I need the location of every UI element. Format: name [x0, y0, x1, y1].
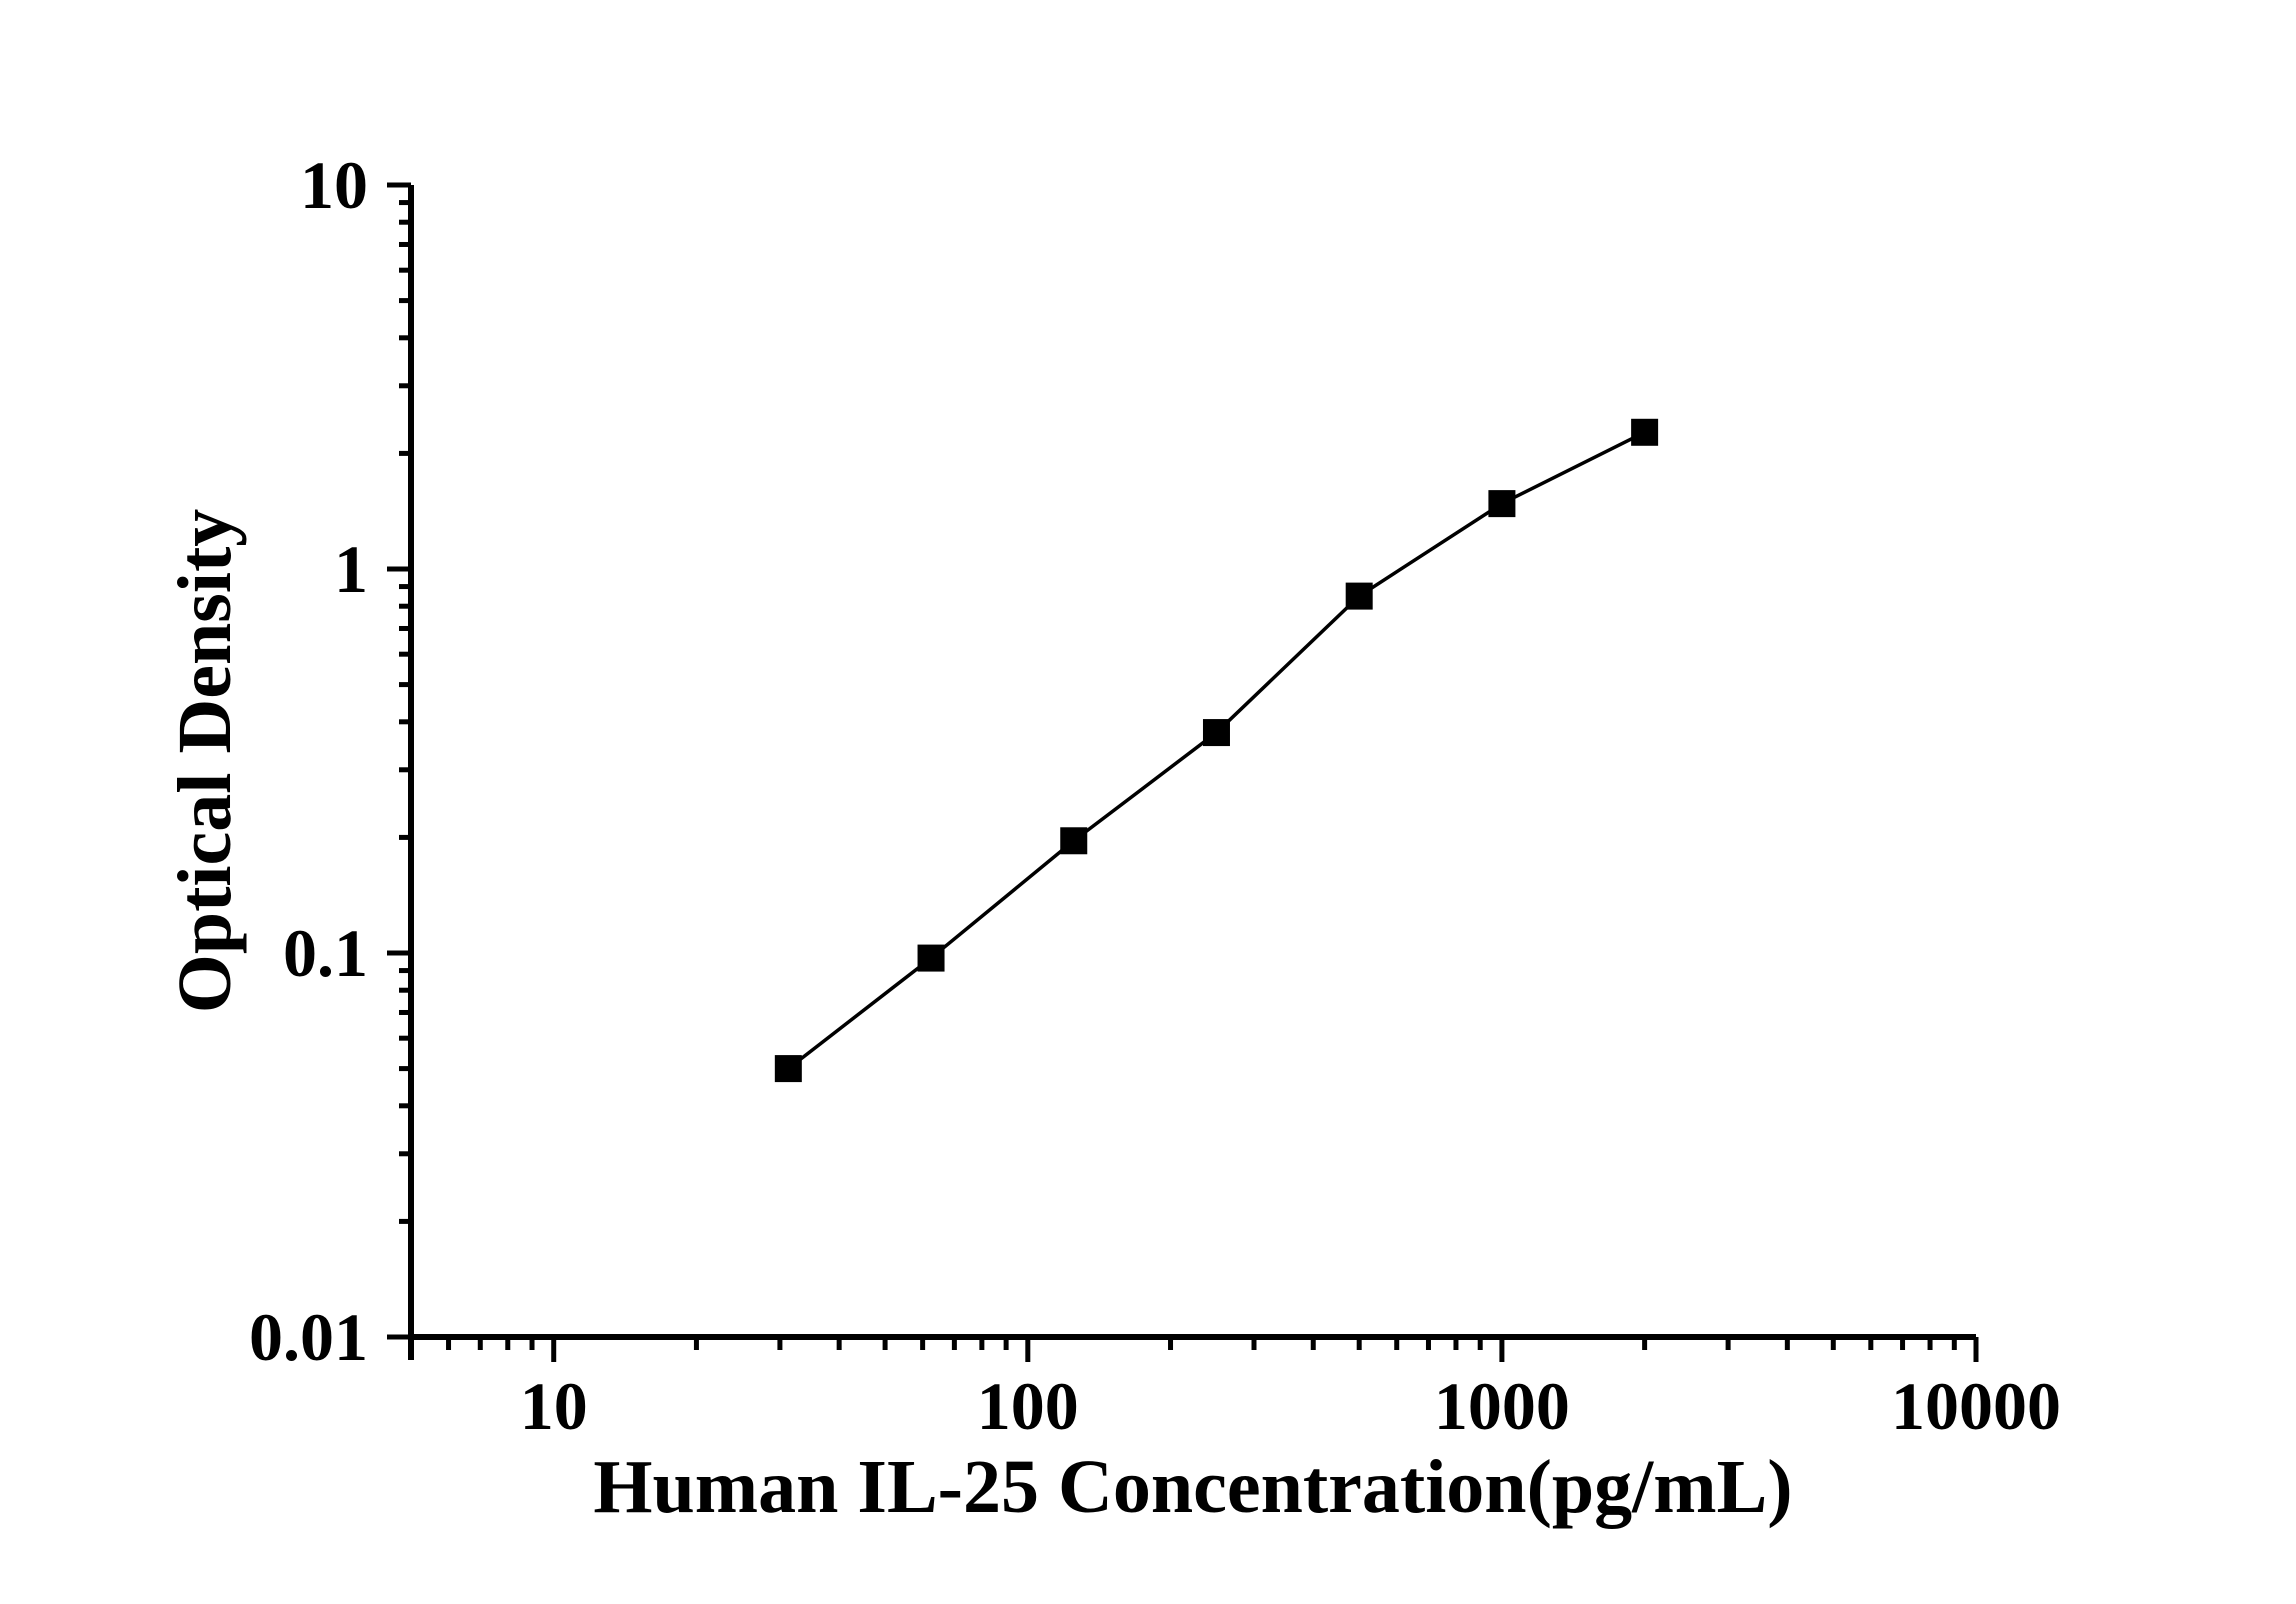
- axis-tick-labels: 10 100 1000 10000 0.01 0.1 1 10: [249, 147, 2061, 1444]
- x-tick-label: 100: [977, 1368, 1079, 1444]
- data-series: [774, 418, 1659, 1083]
- x-tick-label: 10000: [1891, 1368, 2061, 1444]
- data-point-marker: [917, 944, 945, 972]
- x-tick-label: 10: [520, 1368, 588, 1444]
- y-tick-label: 10: [300, 147, 368, 223]
- x-tick-label: 1000: [1434, 1368, 1570, 1444]
- y-tick-label: 0.1: [283, 915, 368, 991]
- data-point-marker: [1345, 582, 1373, 610]
- y-tick-label: 1: [334, 531, 368, 607]
- data-point-marker: [1060, 827, 1088, 855]
- y-tick-label: 0.01: [249, 1299, 368, 1375]
- data-point-marker: [774, 1055, 802, 1083]
- axis-spines: [408, 185, 1976, 1340]
- data-point-marker: [1202, 719, 1230, 747]
- axes: [408, 185, 1976, 1360]
- series-line: [787, 430, 1646, 1070]
- y-axis-title: Optical Density: [163, 509, 247, 1014]
- x-axis-title: Human IL-25 Concentration(pg/mL): [593, 1445, 1792, 1529]
- data-point-marker: [1631, 418, 1659, 446]
- data-point-marker: [1488, 490, 1516, 518]
- axis-ticks: [387, 182, 1979, 1362]
